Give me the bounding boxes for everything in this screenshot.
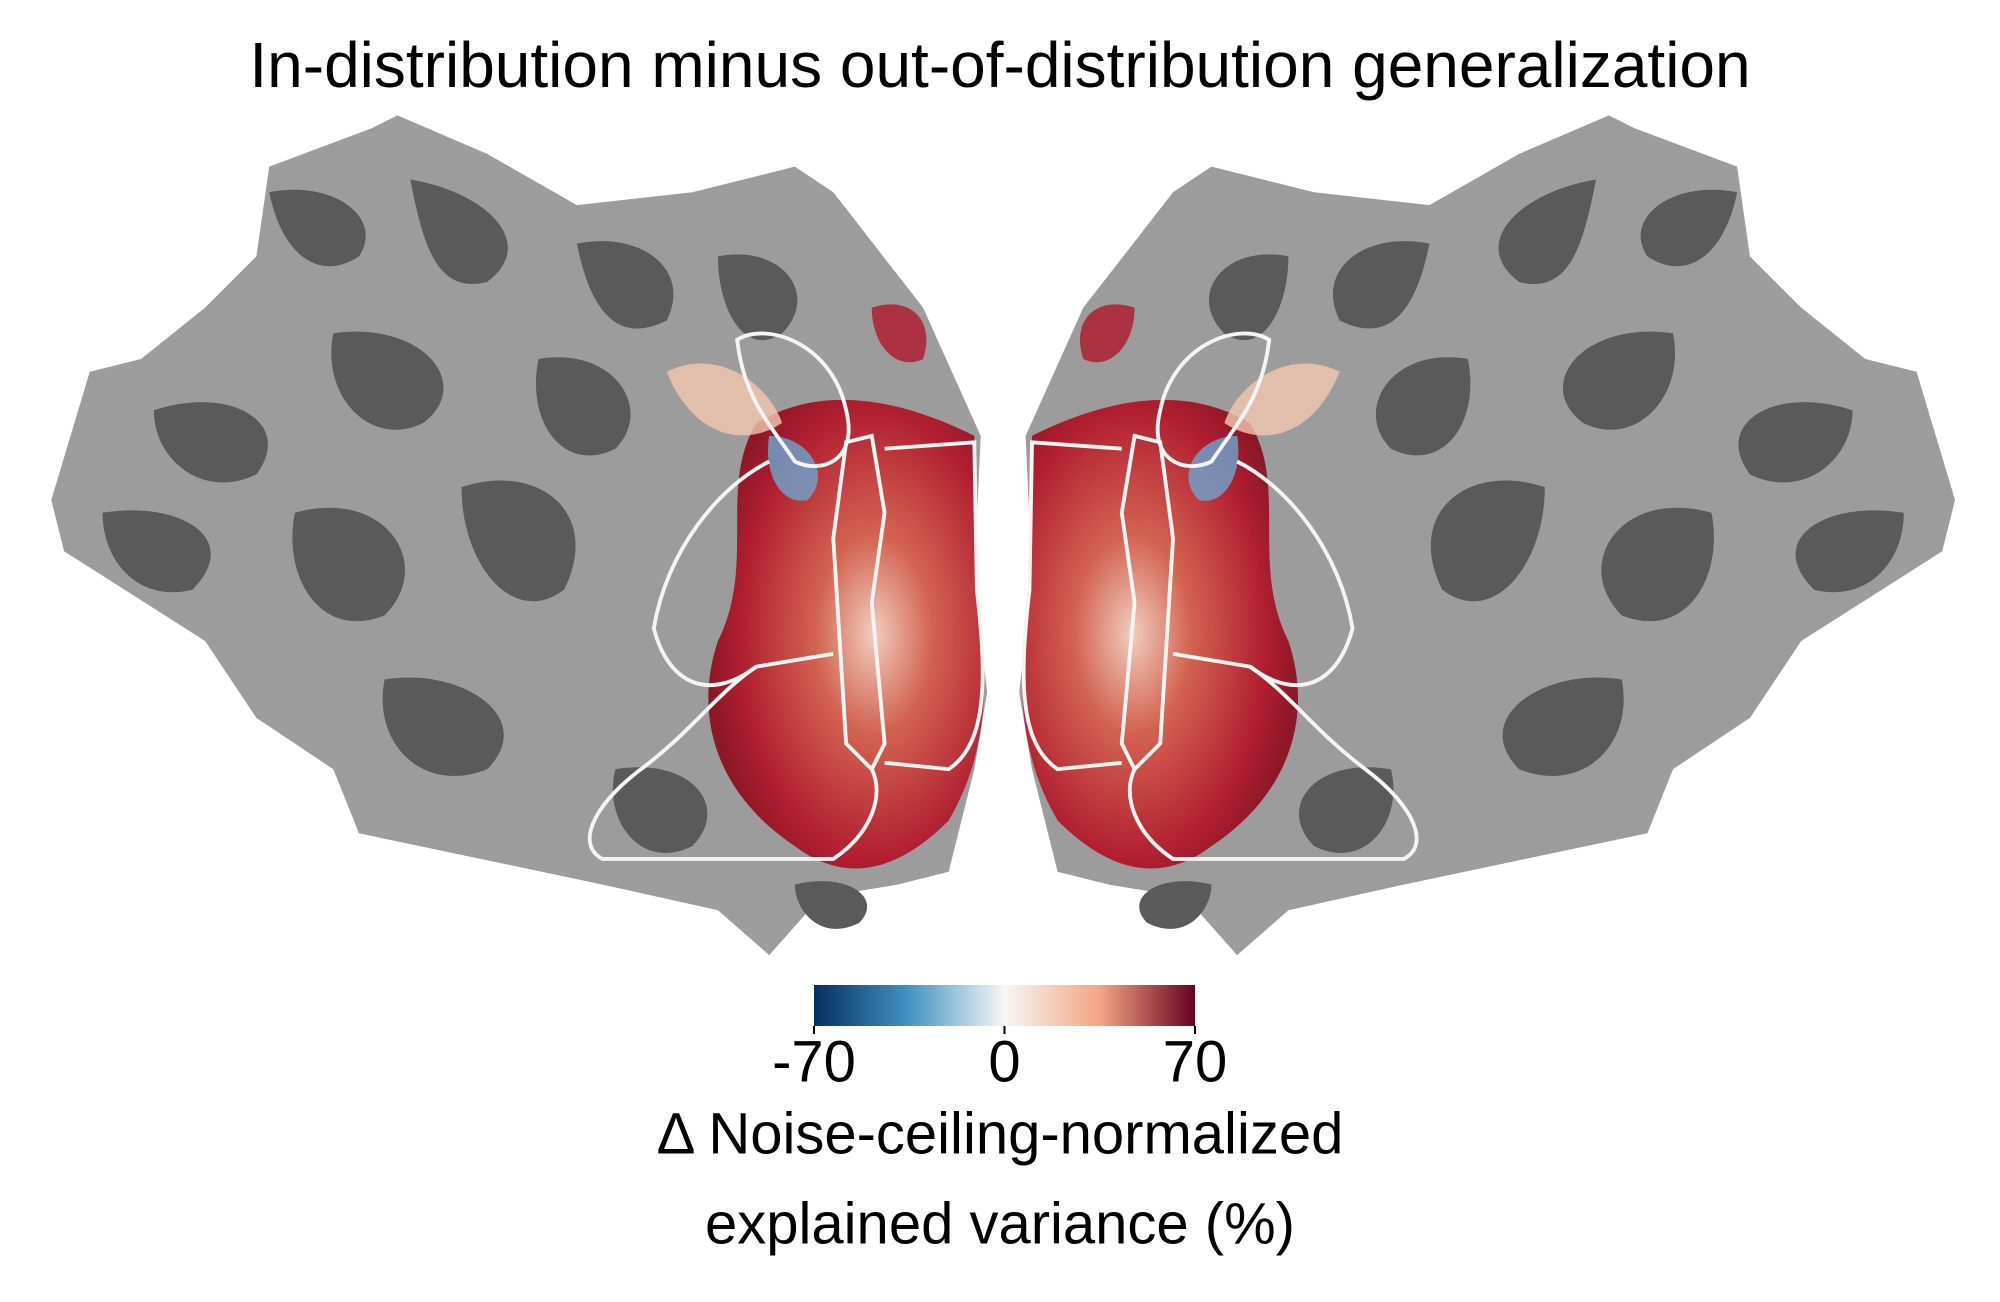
colorbar-label: Δ Noise-ceiling-normalized	[657, 1101, 1344, 1166]
colorbar-label: explained variance (%)	[705, 1191, 1295, 1256]
right-hemisphere	[1017, 113, 1957, 958]
colorbar	[814, 985, 1195, 1026]
left-hemisphere	[49, 113, 990, 958]
title: In-distribution minus out-of-distributio…	[249, 29, 1750, 101]
tick-label: 0	[988, 1029, 1020, 1094]
tick-label: -70	[772, 1029, 856, 1094]
tick-label: 70	[1163, 1029, 1228, 1094]
